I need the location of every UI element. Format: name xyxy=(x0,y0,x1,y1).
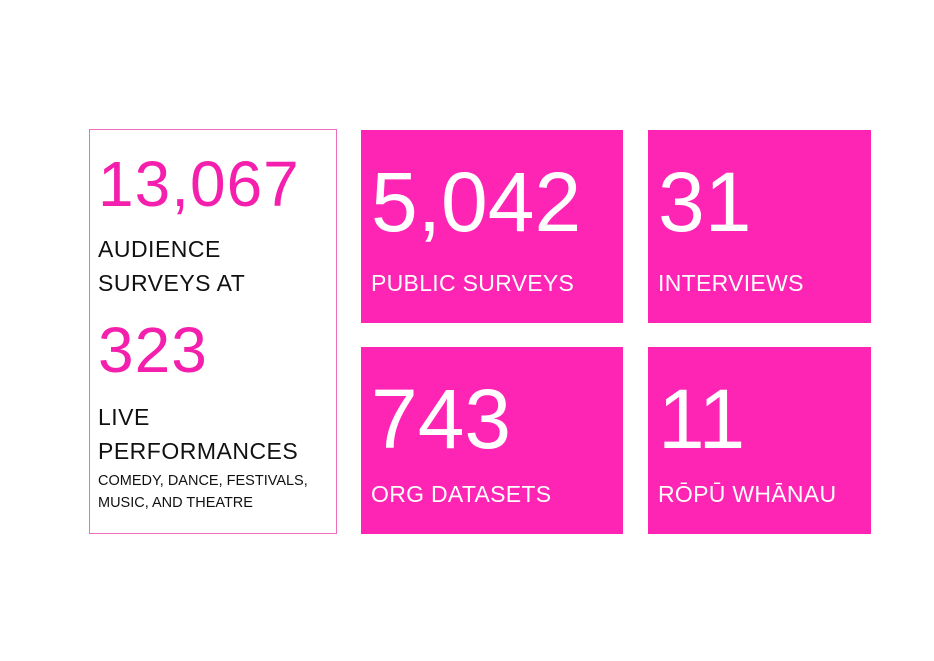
org-datasets-tile: 743 ORG DATASETS xyxy=(361,347,623,534)
public-surveys-tile: 5,042 PUBLIC SURVEYS xyxy=(361,130,623,323)
audience-summary-panel: 13,067 AUDIENCE SURVEYS AT 323 LIVE PERF… xyxy=(89,129,337,534)
genres-line1: COMEDY, DANCE, FESTIVALS, xyxy=(98,473,308,489)
interviews-label: INTERVIEWS xyxy=(658,270,804,296)
ropu-whanau-tile: 11 RŌPŪ WHĀNAU xyxy=(648,347,871,534)
ropu-whanau-count: 11 xyxy=(658,372,746,466)
performance-caption-line2: PERFORMANCES xyxy=(98,438,299,464)
audience-survey-count: 13,067 xyxy=(98,148,300,220)
interviews-tile: 31 INTERVIEWS xyxy=(648,130,871,323)
org-datasets-count: 743 xyxy=(371,372,512,466)
public-surveys-label: PUBLIC SURVEYS xyxy=(371,270,575,296)
genres-line2: MUSIC, AND THEATRE xyxy=(98,495,253,511)
audience-caption-line1: AUDIENCE xyxy=(98,236,221,262)
org-datasets-label: ORG DATASETS xyxy=(371,481,552,507)
ropu-whanau-label: RŌPŪ WHĀNAU xyxy=(658,481,837,507)
public-surveys-count: 5,042 xyxy=(371,155,582,249)
performance-caption-line1: LIVE xyxy=(98,404,150,430)
live-performance-count: 323 xyxy=(98,314,208,386)
audience-caption-line2: SURVEYS AT xyxy=(98,270,246,296)
interviews-count: 31 xyxy=(658,155,752,249)
